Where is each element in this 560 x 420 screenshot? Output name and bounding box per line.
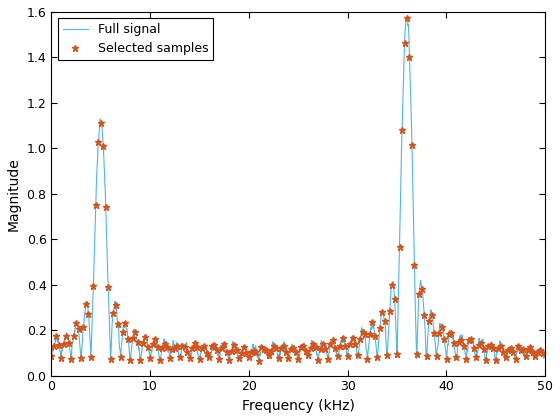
Selected samples [520, 346, 526, 352]
Selected samples [48, 353, 55, 358]
Selected samples [255, 359, 262, 364]
Selected samples [179, 344, 185, 349]
Full signal [528, 347, 534, 352]
Full signal [288, 342, 295, 347]
Y-axis label: Magnitude: Magnitude [7, 157, 21, 231]
Full signal [48, 353, 55, 358]
Selected samples [502, 354, 509, 360]
Full signal [275, 355, 282, 360]
Line: Full signal: Full signal [52, 17, 545, 361]
Legend: Full signal, Selected samples: Full signal, Selected samples [58, 18, 213, 60]
Full signal [255, 359, 262, 364]
Selected samples [139, 341, 146, 346]
Full signal [437, 324, 444, 329]
Full signal [73, 320, 80, 326]
Full signal [528, 349, 535, 354]
Selected samples [539, 350, 546, 355]
Selected samples [78, 356, 85, 361]
Full signal [403, 15, 410, 20]
Full signal [542, 354, 548, 359]
Line: Selected samples: Selected samples [48, 14, 547, 365]
X-axis label: Frequency (kHz): Frequency (kHz) [242, 399, 354, 413]
Selected samples [404, 15, 410, 20]
Selected samples [68, 357, 74, 362]
